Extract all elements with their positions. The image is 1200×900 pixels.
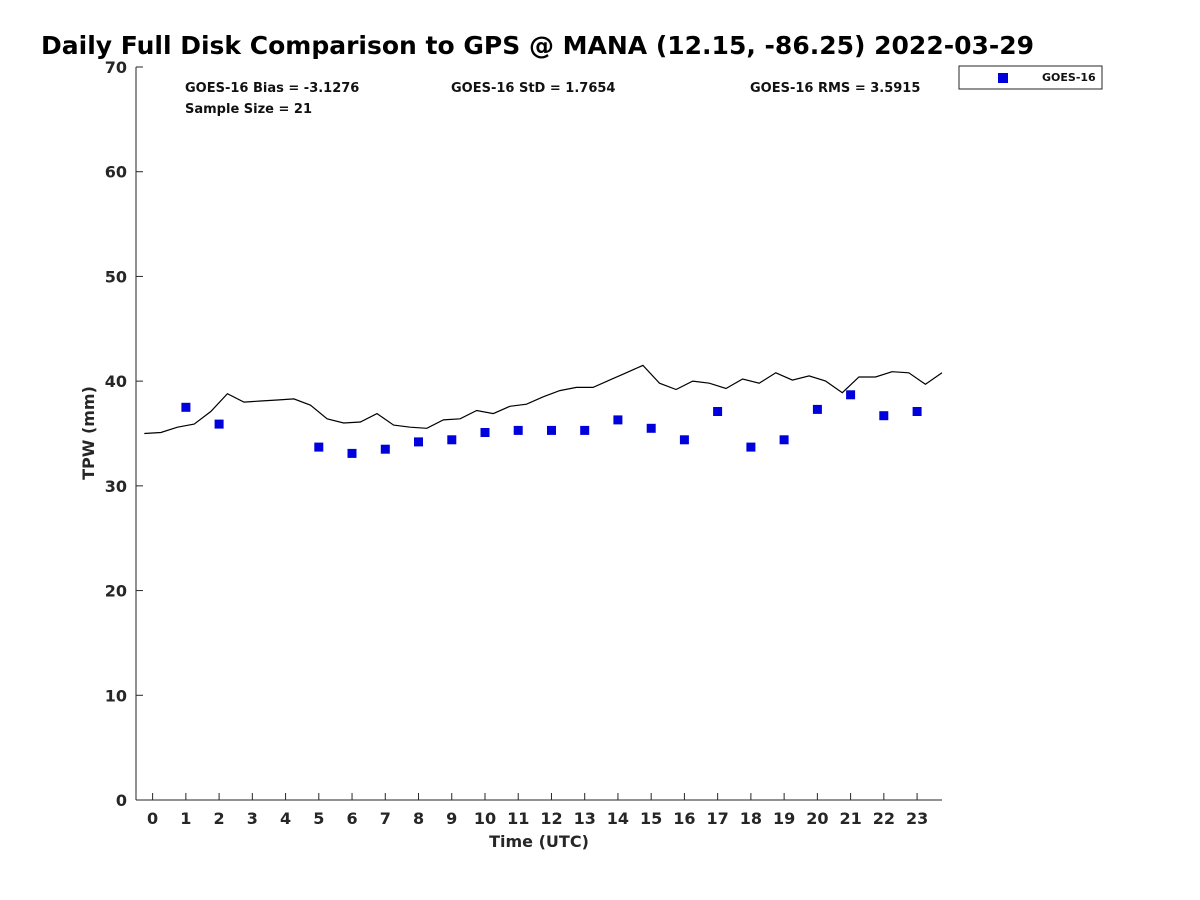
y-tick-label: 10 — [105, 686, 127, 705]
chart-title: Daily Full Disk Comparison to GPS @ MANA… — [41, 31, 1034, 60]
plot-background — [136, 67, 942, 800]
goes16-point — [812, 404, 822, 414]
x-tick-label: 10 — [474, 809, 496, 828]
legend: GOES-16 — [958, 65, 1103, 90]
y-tick-label: 0 — [116, 791, 127, 810]
stat-bias: GOES-16 Bias = -3.1276 — [185, 81, 359, 96]
goes16-point — [547, 425, 556, 435]
goes16-point — [746, 442, 756, 452]
y-axis-ticks: 0 10 20 30 40 50 60 70 — [105, 58, 143, 810]
x-tick-label: 5 — [313, 809, 324, 828]
goes16-point — [181, 402, 191, 412]
stat-rms: GOES-16 RMS = 3.5915 — [750, 81, 920, 96]
x-tick-label: 17 — [707, 809, 729, 828]
goes16-point — [846, 390, 856, 400]
legend-box — [958, 65, 1103, 90]
goes16-scatter-series — [181, 390, 922, 458]
x-tick-label: 20 — [806, 809, 828, 828]
gps-line — [144, 364, 943, 435]
x-tick-label: 3 — [247, 809, 258, 828]
goes16-point — [912, 407, 922, 416]
goes16-point — [679, 435, 689, 445]
x-tick-label: 15 — [640, 809, 662, 828]
x-tick-label: 14 — [607, 809, 629, 828]
goes16-point — [380, 444, 390, 454]
x-tick-label: 18 — [740, 809, 762, 828]
x-tick-label: 11 — [507, 809, 529, 828]
x-tick-label: 9 — [446, 809, 457, 828]
x-tick-label: 8 — [413, 809, 424, 828]
gps-line-series — [144, 364, 943, 435]
x-tick-label: 1 — [180, 809, 191, 828]
stats-annotations: GOES-16 Bias = -3.1276 GOES-16 StD = 1.7… — [185, 81, 920, 117]
legend-marker-square — [998, 73, 1008, 83]
x-tick-label: 16 — [673, 809, 695, 828]
goes16-point — [314, 442, 324, 452]
y-tick-label: 50 — [105, 267, 127, 286]
x-tick-label: 19 — [773, 809, 795, 828]
x-tick-label: 12 — [540, 809, 562, 828]
y-tick-label: 30 — [105, 477, 127, 496]
goes16-point — [613, 415, 623, 425]
x-tick-label: 22 — [873, 809, 895, 828]
stat-sample-size: Sample Size = 21 — [185, 102, 312, 117]
x-axis-ticks: 0 1 2 3 4 5 6 7 8 9 10 11 12 13 14 15 16 17 18 19 20 21 22 23 — [147, 793, 928, 828]
y-tick-label: 60 — [105, 163, 127, 182]
x-tick-label: 13 — [574, 809, 596, 828]
goes16-point — [580, 425, 590, 435]
goes16-point — [347, 448, 357, 458]
y-tick-label: 40 — [105, 372, 127, 391]
goes16-point — [513, 425, 523, 435]
x-tick-label: 4 — [280, 809, 291, 828]
goes16-point — [879, 411, 889, 421]
goes16-point — [447, 435, 457, 445]
y-tick-label: 70 — [105, 58, 127, 77]
goes16-point — [414, 437, 423, 447]
y-axis-label: TPW (mm) — [79, 386, 98, 480]
stat-std: GOES-16 StD = 1.7654 — [451, 81, 615, 96]
goes16-point — [480, 428, 490, 437]
x-tick-label: 0 — [147, 809, 158, 828]
x-tick-label: 23 — [906, 809, 928, 828]
x-tick-label: 2 — [214, 809, 225, 828]
goes16-point — [214, 419, 224, 429]
x-tick-label: 6 — [346, 809, 357, 828]
legend-entry-goes16: GOES-16 — [1042, 71, 1096, 84]
x-axis-label: Time (UTC) — [489, 832, 589, 851]
goes16-point — [646, 423, 656, 433]
goes16-point — [713, 407, 723, 416]
x-tick-label: 21 — [839, 809, 861, 828]
x-tick-label: 7 — [380, 809, 391, 828]
y-tick-label: 20 — [105, 582, 127, 601]
goes16-point — [779, 435, 789, 445]
